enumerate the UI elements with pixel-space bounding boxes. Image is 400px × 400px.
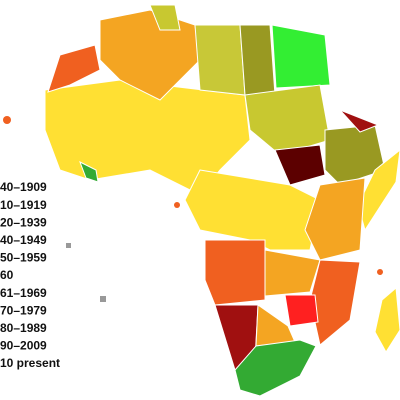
sudan xyxy=(244,84,331,156)
countries xyxy=(3,4,400,397)
libya xyxy=(194,24,246,96)
island xyxy=(174,202,180,208)
angola xyxy=(204,239,266,306)
east-africa xyxy=(304,177,366,261)
legend-label: 90–2009 xyxy=(0,339,47,353)
zambia xyxy=(264,249,321,297)
island xyxy=(100,296,106,302)
egypt xyxy=(271,24,331,89)
legend-label: 40–1909 xyxy=(0,180,47,194)
island xyxy=(377,269,383,275)
legend-label: 80–1989 xyxy=(0,321,47,335)
island xyxy=(66,243,71,248)
zimbabwe xyxy=(284,294,319,327)
legend: 40–1909 10–1919 20–1939 40–1949 50–1959 60 61–… xyxy=(0,180,60,370)
legend-label: 60 xyxy=(0,268,14,282)
legend-label: 10–1919 xyxy=(0,198,47,212)
eritrea xyxy=(339,109,380,133)
legend-label: 40–1949 xyxy=(0,233,47,247)
south-sudan xyxy=(274,144,326,186)
central-africa xyxy=(184,169,321,251)
island xyxy=(3,116,11,124)
madagascar xyxy=(374,286,400,353)
legend-label: 20–1939 xyxy=(0,215,47,229)
morocco xyxy=(47,44,101,93)
liberia xyxy=(79,160,99,183)
libya-strip xyxy=(239,24,276,96)
mozambique xyxy=(309,259,361,346)
legend-label: 70–1979 xyxy=(0,303,47,317)
legend-label: 61–1969 xyxy=(0,286,47,300)
legend-label: 50–1959 xyxy=(0,251,47,265)
south-africa xyxy=(234,339,317,397)
legend-label: 10 present xyxy=(0,356,60,370)
tunisia xyxy=(149,4,181,31)
